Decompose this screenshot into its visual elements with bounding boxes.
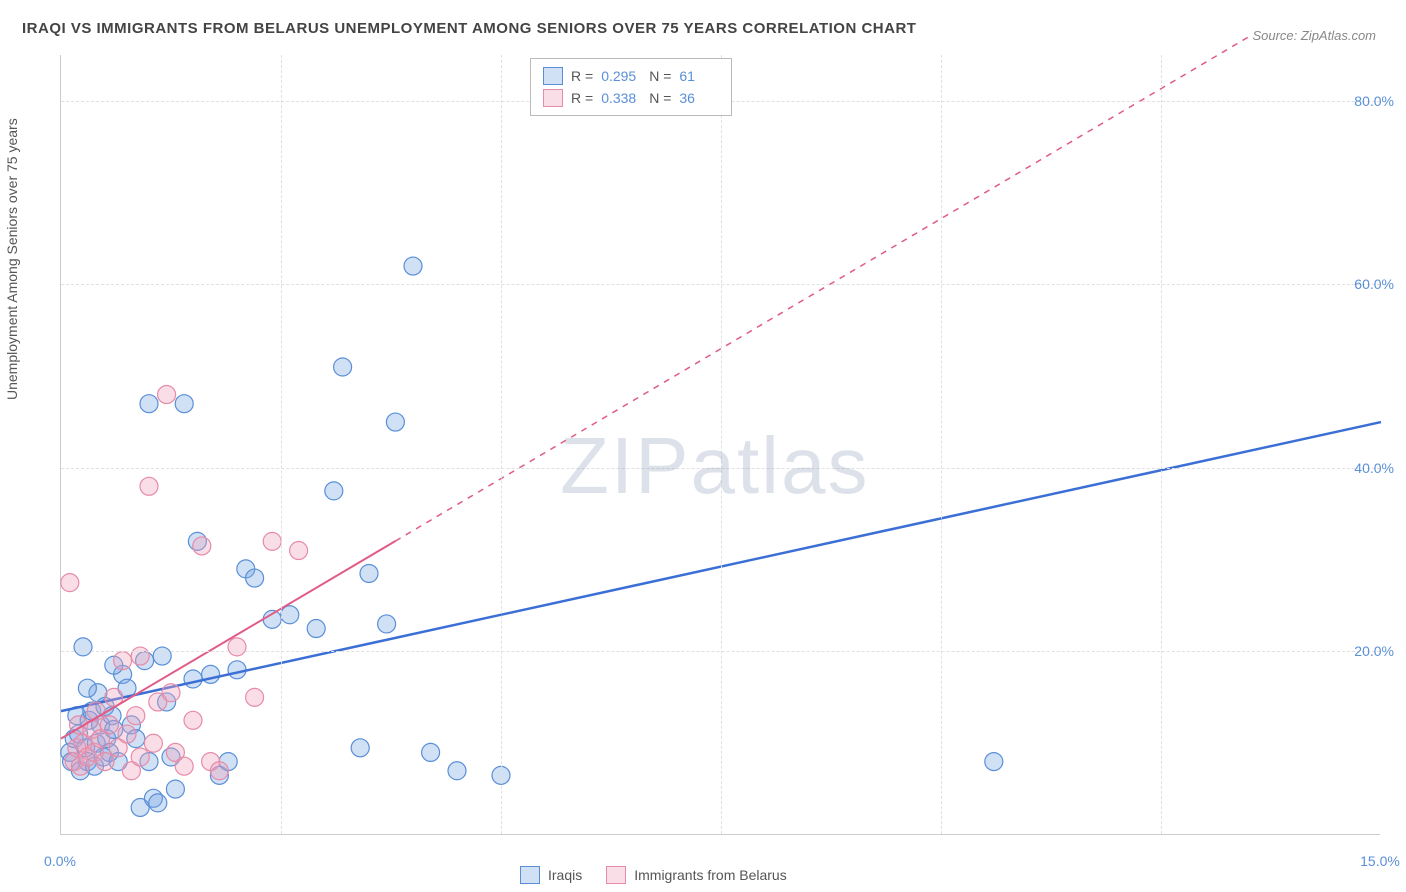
legend-item-belarus: Immigrants from Belarus bbox=[606, 866, 786, 884]
legend-label-belarus: Immigrants from Belarus bbox=[634, 867, 786, 883]
legend-swatch-iraqis bbox=[520, 866, 540, 884]
n-value-iraqis: 61 bbox=[679, 68, 719, 84]
stats-row-belarus: R = 0.338 N = 36 bbox=[543, 87, 719, 109]
legend-bottom: Iraqis Immigrants from Belarus bbox=[520, 866, 787, 884]
chart-title: IRAQI VS IMMIGRANTS FROM BELARUS UNEMPLO… bbox=[22, 20, 916, 37]
plot-area bbox=[60, 55, 1380, 835]
source-label: Source: ZipAtlas.com bbox=[1252, 28, 1376, 43]
stats-box: R = 0.295 N = 61 R = 0.338 N = 36 bbox=[530, 58, 732, 116]
swatch-iraqis bbox=[543, 67, 563, 85]
y-tick-label: 20.0% bbox=[1354, 643, 1394, 659]
r-label: R = bbox=[571, 68, 593, 84]
y-tick-label: 60.0% bbox=[1354, 276, 1394, 292]
legend-swatch-belarus bbox=[606, 866, 626, 884]
r-value-belarus: 0.338 bbox=[601, 90, 641, 106]
n-value-belarus: 36 bbox=[679, 90, 719, 106]
y-tick-label: 40.0% bbox=[1354, 460, 1394, 476]
n-label: N = bbox=[649, 90, 671, 106]
y-axis-label: Unemployment Among Seniors over 75 years bbox=[4, 118, 20, 400]
stats-row-iraqis: R = 0.295 N = 61 bbox=[543, 65, 719, 87]
n-label: N = bbox=[649, 68, 671, 84]
x-tick-label: 0.0% bbox=[44, 853, 76, 869]
legend-label-iraqis: Iraqis bbox=[548, 867, 582, 883]
r-label: R = bbox=[571, 90, 593, 106]
legend-item-iraqis: Iraqis bbox=[520, 866, 582, 884]
x-tick-label: 15.0% bbox=[1360, 853, 1400, 869]
swatch-belarus bbox=[543, 89, 563, 107]
r-value-iraqis: 0.295 bbox=[601, 68, 641, 84]
y-tick-label: 80.0% bbox=[1354, 93, 1394, 109]
